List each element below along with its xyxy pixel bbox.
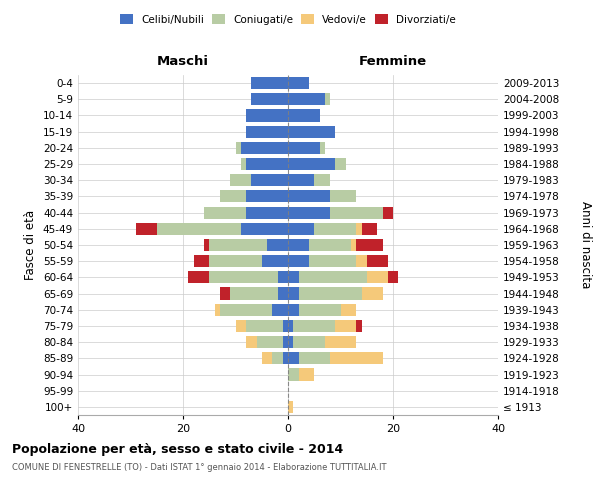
Bar (204, 206, 246, 218)
Bar (246, 336, 257, 348)
Bar (288, 239, 309, 251)
Bar (314, 222, 356, 235)
Bar (330, 190, 356, 202)
Legend: Celibi/Nubili, Coniugati/e, Vedovi/e, Divorziati/e: Celibi/Nubili, Coniugati/e, Vedovi/e, Di… (116, 10, 460, 29)
Bar (293, 320, 335, 332)
Bar (157, 222, 241, 235)
Bar (288, 352, 299, 364)
Bar (314, 174, 330, 186)
Text: Femmine: Femmine (359, 55, 427, 68)
Bar (288, 320, 293, 332)
Bar (356, 320, 361, 332)
Bar (288, 272, 299, 283)
Bar (220, 288, 230, 300)
Bar (246, 126, 288, 138)
Bar (351, 239, 356, 251)
Bar (383, 206, 393, 218)
Bar (299, 288, 361, 300)
Bar (288, 93, 325, 106)
Bar (209, 272, 277, 283)
Bar (246, 110, 288, 122)
Bar (230, 288, 277, 300)
Bar (335, 158, 346, 170)
Bar (288, 304, 299, 316)
Bar (330, 352, 383, 364)
Bar (356, 239, 383, 251)
Bar (251, 77, 288, 89)
Bar (288, 336, 293, 348)
Text: Popolazione per età, sesso e stato civile - 2014: Popolazione per età, sesso e stato civil… (12, 442, 343, 456)
Bar (188, 272, 209, 283)
Bar (246, 206, 288, 218)
Bar (288, 222, 314, 235)
Bar (325, 336, 356, 348)
Bar (330, 206, 383, 218)
Bar (283, 336, 288, 348)
Bar (288, 255, 309, 268)
Y-axis label: Fasce di età: Fasce di età (25, 210, 37, 280)
Bar (325, 93, 330, 106)
Bar (283, 320, 288, 332)
Bar (356, 255, 367, 268)
Bar (262, 255, 288, 268)
Bar (267, 239, 288, 251)
Bar (215, 304, 220, 316)
Bar (241, 158, 246, 170)
Bar (251, 174, 288, 186)
Bar (136, 222, 157, 235)
Bar (320, 142, 325, 154)
Bar (241, 142, 288, 154)
Bar (299, 304, 341, 316)
Bar (209, 239, 267, 251)
Bar (246, 190, 288, 202)
Bar (235, 320, 246, 332)
Bar (335, 320, 356, 332)
Bar (288, 401, 293, 413)
Bar (341, 304, 356, 316)
Bar (277, 272, 288, 283)
Bar (230, 174, 251, 186)
Bar (246, 320, 283, 332)
Bar (288, 110, 320, 122)
Bar (361, 288, 383, 300)
Bar (299, 368, 314, 380)
Bar (367, 272, 388, 283)
Bar (193, 255, 209, 268)
Bar (288, 126, 335, 138)
Bar (209, 255, 262, 268)
Bar (246, 158, 288, 170)
Bar (241, 222, 288, 235)
Bar (272, 304, 288, 316)
Bar (388, 272, 398, 283)
Bar (309, 255, 356, 268)
Bar (288, 206, 330, 218)
Bar (277, 288, 288, 300)
Bar (288, 158, 335, 170)
Bar (367, 255, 388, 268)
Bar (272, 352, 283, 364)
Bar (235, 142, 241, 154)
Bar (299, 272, 367, 283)
Bar (288, 368, 299, 380)
Bar (220, 304, 272, 316)
Bar (356, 222, 361, 235)
Bar (288, 190, 330, 202)
Bar (293, 336, 325, 348)
Bar (204, 239, 209, 251)
Bar (288, 288, 299, 300)
Bar (288, 174, 314, 186)
Bar (262, 352, 272, 364)
Bar (220, 190, 246, 202)
Bar (309, 239, 351, 251)
Bar (251, 93, 288, 106)
Bar (361, 222, 377, 235)
Bar (288, 77, 309, 89)
Bar (299, 352, 330, 364)
Text: COMUNE DI FENESTRELLE (TO) - Dati ISTAT 1° gennaio 2014 - Elaborazione TUTTITALI: COMUNE DI FENESTRELLE (TO) - Dati ISTAT … (12, 462, 386, 471)
Text: Maschi: Maschi (157, 55, 209, 68)
Y-axis label: Anni di nascita: Anni di nascita (579, 202, 592, 288)
Bar (283, 352, 288, 364)
Bar (288, 142, 320, 154)
Bar (257, 336, 283, 348)
